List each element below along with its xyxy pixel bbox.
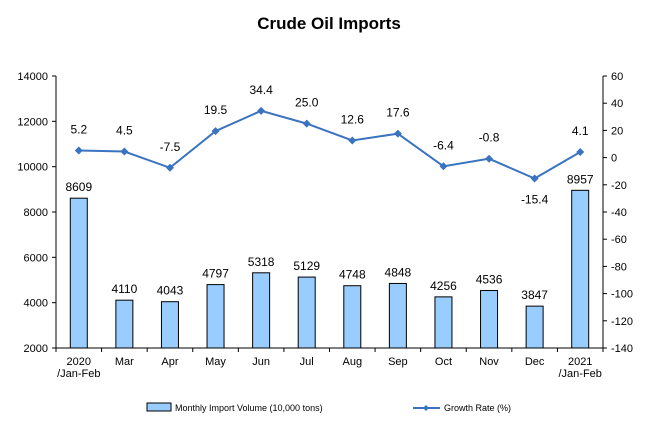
growth-point [74,146,83,155]
x-tick-label: Oct [435,356,452,368]
y-right-tick-label: -20 [611,180,627,192]
x-tick-label: May [205,356,226,368]
growth-value-label: 17.6 [386,106,410,120]
bar [343,285,362,349]
x-tick-label: Jun [252,356,270,368]
growth-value-label: 4.5 [116,123,133,137]
x-tick-label: 2020/Jan-Feb [57,356,100,380]
bar-value-label: 4797 [202,267,229,281]
bar-value-label: 4848 [385,265,412,279]
x-tick-label: Nov [479,356,499,368]
growth-value-label: 19.5 [204,103,228,117]
bar [69,197,88,349]
growth-point [211,127,220,136]
bar-value-label: 5318 [248,255,275,269]
y-left-tick-label: 4000 [24,298,48,310]
legend-bar-label: Monthly Import Volume (10,000 tons) [175,403,323,413]
y-left-tick-label: 10000 [17,162,48,174]
growth-point [120,147,129,156]
y-left-tick-label: 14000 [17,71,48,83]
growth-point [302,119,311,128]
bar-value-label: 3847 [521,288,548,302]
bar-value-label: 5129 [293,259,320,273]
bar-value-label: 4256 [430,279,457,293]
x-tick-label: Jul [300,356,314,368]
bar [388,282,407,349]
y-left-tick-label: 2000 [24,343,48,355]
growth-point [530,174,539,183]
growth-point [165,163,174,172]
legend-line-marker [423,405,429,411]
y-right-tick-label: -80 [611,261,627,273]
bar-value-label: 4748 [339,268,366,282]
growth-value-label: 4.1 [572,124,589,138]
bar-value-label: 4043 [157,284,184,298]
bar [252,272,271,349]
growth-point [348,136,357,145]
y-right-tick-label: -100 [611,289,633,301]
x-tick-label: Sep [388,356,408,368]
chart-title: Crude Oil Imports [257,14,401,33]
bar [115,299,134,349]
bar-value-label: 8957 [567,172,594,186]
growth-value-label: -7.5 [160,140,181,154]
bar-value-label: 4110 [111,282,137,296]
bar-value-label: 4536 [476,273,503,287]
growth-value-label: -0.8 [479,131,500,145]
y-right-tick-label: -60 [611,234,627,246]
y-right-tick-label: 0 [611,153,617,165]
growth-point [485,154,494,163]
growth-value-label: 5.2 [70,123,87,137]
growth-point [576,148,585,157]
bar [297,276,316,349]
bar [206,284,225,349]
y-left-tick-label: 12000 [17,116,48,128]
bar [525,305,544,349]
bar [480,290,499,349]
y-left-tick-label: 6000 [24,252,48,264]
x-tick-label: 2021/Jan-Feb [558,356,601,380]
growth-point [257,106,266,115]
growth-point [393,129,402,138]
x-tick-label: Aug [343,356,363,368]
y-right-tick-label: 60 [611,71,623,83]
growth-value-label: -15.4 [521,193,549,207]
growth-value-label: 12.6 [341,112,365,126]
growth-line [78,109,581,180]
x-tick-label: Apr [161,356,178,368]
bar [434,296,453,349]
growth-value-label: 25.0 [295,96,319,110]
y-right-tick-label: 20 [611,125,623,137]
bar [160,301,179,349]
y-right-tick-label: -40 [611,207,627,219]
legend-line-label: Growth Rate (%) [444,403,511,413]
y-left-tick-label: 8000 [24,207,48,219]
growth-point [439,162,448,171]
bar-value-label: 8609 [65,180,92,194]
y-right-tick-label: -140 [611,343,633,355]
growth-value-label: -6.4 [433,138,454,152]
growth-value-label: 34.4 [249,83,273,97]
bar [571,189,590,349]
legend-bar-swatch [146,402,172,412]
x-tick-label: Mar [115,356,134,368]
y-right-tick-label: -120 [611,316,633,328]
x-tick-label: Dec [525,356,545,368]
y-right-tick-label: 40 [611,98,623,110]
